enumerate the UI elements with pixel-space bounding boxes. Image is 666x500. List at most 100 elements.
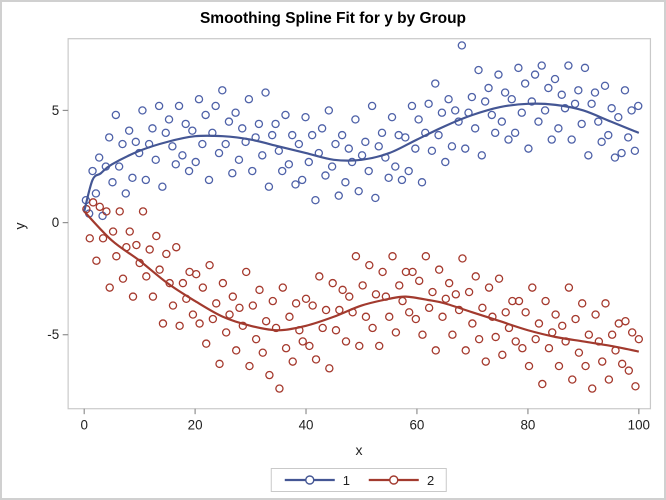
- scatter-point: [162, 249, 171, 259]
- scatter-point: [168, 142, 177, 151]
- scatter-point: [291, 299, 301, 308]
- scatter-point: [184, 166, 194, 176]
- scatter-point: [307, 130, 317, 140]
- scatter-point: [501, 308, 510, 317]
- scatter-point: [468, 319, 477, 328]
- scatter-point: [311, 355, 321, 364]
- scatter-point: [301, 112, 310, 122]
- scatter-point: [610, 153, 620, 162]
- scatter-point: [421, 252, 431, 261]
- scatter-point: [404, 166, 413, 176]
- scatter-point: [205, 260, 214, 270]
- scatter-point: [434, 265, 444, 274]
- x-axis-label: x: [355, 442, 363, 458]
- scatter-point: [431, 346, 440, 355]
- scatter-point: [504, 135, 513, 144]
- scatter-point: [228, 292, 238, 301]
- scatter-point: [627, 328, 637, 337]
- scatter-point: [221, 328, 231, 337]
- scatter-point: [384, 173, 393, 182]
- scatter-point: [298, 337, 307, 346]
- scatter-point: [441, 157, 450, 167]
- scatter-point: [490, 128, 500, 138]
- scatter-point: [540, 106, 550, 115]
- scatter-point: [125, 227, 134, 236]
- x-tick-label: 0: [80, 418, 87, 433]
- scatter-point: [241, 267, 251, 277]
- scatter-point: [461, 144, 470, 153]
- scatter-point: [321, 171, 330, 180]
- scatter-point: [255, 285, 264, 295]
- scatter-point: [218, 86, 227, 95]
- scatter-point: [245, 361, 254, 371]
- scatter-point: [364, 166, 373, 176]
- scatter-point: [534, 117, 543, 126]
- scatter-point: [600, 81, 610, 91]
- scatter-point: [544, 83, 553, 93]
- scatter-point: [321, 305, 331, 315]
- scatter-point: [374, 142, 383, 151]
- scatter-point: [347, 157, 357, 167]
- scatter-point: [351, 115, 360, 124]
- scatter-point: [474, 334, 484, 344]
- scatter-point: [514, 296, 524, 306]
- scatter-point: [534, 319, 544, 328]
- scatter-point: [590, 88, 600, 97]
- scatter-point: [617, 148, 626, 158]
- scatter-point: [108, 178, 117, 187]
- scatter-point: [225, 310, 234, 319]
- scatter-point: [500, 88, 510, 97]
- scatter-point: [541, 296, 550, 306]
- scatter-point: [584, 151, 593, 160]
- scatter-point: [95, 202, 104, 212]
- scatter-point: [397, 175, 407, 185]
- scatter-point: [574, 348, 584, 357]
- scatter-point: [158, 319, 168, 328]
- scatter-point: [151, 155, 160, 165]
- scatter-point: [411, 144, 420, 153]
- scatter-point: [212, 299, 221, 308]
- scatter-point: [164, 115, 174, 124]
- scatter-point: [248, 301, 258, 310]
- scatter-point: [434, 130, 443, 140]
- scatter-point: [285, 312, 294, 321]
- scatter-point: [235, 303, 244, 313]
- scatter-point: [194, 95, 204, 104]
- scatter-point: [580, 63, 590, 73]
- y-tick-label: -5: [47, 327, 59, 342]
- scatter-point: [448, 330, 457, 339]
- scatter-point: [148, 124, 157, 133]
- scatter-point: [404, 308, 414, 317]
- scatter-point: [202, 339, 211, 348]
- scatter-point: [604, 375, 614, 384]
- scatter-point: [441, 294, 451, 304]
- scatter-point: [450, 106, 460, 115]
- scatter-point: [98, 234, 108, 243]
- scatter-point: [358, 281, 367, 290]
- scatter-point: [547, 135, 556, 144]
- scatter-point: [564, 283, 574, 292]
- scatter-point: [371, 193, 380, 203]
- scatter-point: [438, 312, 447, 321]
- scatter-point: [474, 65, 483, 75]
- scatter-point: [104, 133, 114, 142]
- scatter-point: [281, 343, 291, 353]
- scatter-point: [550, 74, 560, 84]
- scatter-point: [614, 112, 623, 122]
- scatter-point: [267, 130, 277, 140]
- legend-label: 2: [427, 472, 435, 488]
- scatter-point: [325, 364, 334, 373]
- scatter-point: [387, 112, 397, 122]
- scatter-point: [261, 317, 271, 326]
- scatter-point: [174, 101, 184, 111]
- scatter-point: [288, 357, 297, 366]
- scatter-point: [152, 231, 161, 241]
- scatter-point: [385, 312, 394, 321]
- scatter-points-group-2: [82, 198, 644, 393]
- scatter-point: [361, 137, 370, 147]
- scatter-point: [108, 227, 118, 236]
- scatter-point: [231, 108, 240, 117]
- scatter-point: [275, 384, 284, 393]
- scatter-point: [451, 290, 461, 299]
- scatter-point: [520, 79, 530, 88]
